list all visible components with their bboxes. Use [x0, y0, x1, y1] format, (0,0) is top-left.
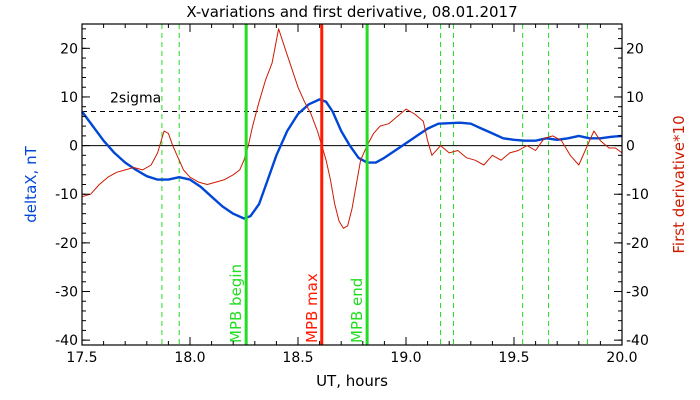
- threshold-layer: 2sigma: [82, 91, 622, 113]
- y-right-tick-label: -40: [626, 333, 649, 349]
- text-layer: X-variations and first derivative, 08.01…: [22, 3, 688, 390]
- y-right-tick-label: 20: [626, 41, 644, 57]
- x-tick-label: 17.5: [66, 350, 97, 366]
- y-left-tick-label: 20: [60, 41, 78, 57]
- y-right-tick-label: -30: [626, 285, 649, 301]
- deltax-series-line: [81, 98, 623, 220]
- y-right-tick-label: -20: [626, 236, 649, 252]
- mpb-end-label: MPB end: [348, 278, 366, 343]
- y-left-axis-label: deltaX, nT: [22, 145, 40, 222]
- x-tick-label: 18.5: [282, 350, 313, 366]
- x-axis-label: UT, hours: [316, 372, 388, 390]
- derivative-series-line: [81, 28, 623, 229]
- mpb-begin-label: MPB begin: [227, 264, 245, 343]
- series-layer: [81, 28, 623, 229]
- x-tick-label: 19.5: [498, 350, 529, 366]
- mpb-max-label: MPB max: [303, 273, 321, 343]
- y-left-tick-label: -20: [55, 236, 78, 252]
- y-right-axis-label: First derivative*10: [670, 115, 688, 253]
- x-tick-label: 19.0: [390, 350, 421, 366]
- mpb-marker-layer: MPB begin MPB max MPB end: [227, 24, 369, 345]
- chart-title: X-variations and first derivative, 08.01…: [186, 3, 517, 21]
- x-tick-label: 18.0: [174, 350, 205, 366]
- y-left-tick-label: -30: [55, 285, 78, 301]
- dashed-marker-layer: [161, 24, 588, 345]
- axes-layer: 17.5 18.0 18.5 19.0 19.5 20.0-40 -40-30 -30-20-…: [55, 23, 649, 366]
- y-right-tick-label: 0: [626, 139, 635, 155]
- y-left-tick-label: 10: [60, 90, 78, 106]
- y-right-tick-label: -10: [626, 187, 649, 203]
- y-left-tick-label: -40: [55, 333, 78, 349]
- y-left-tick-label: 0: [69, 139, 78, 155]
- y-right-tick-label: 10: [626, 90, 644, 106]
- threshold-label: 2sigma: [110, 91, 161, 107]
- y-left-tick-label: -10: [55, 187, 78, 203]
- x-tick-label: 20.0: [606, 350, 637, 366]
